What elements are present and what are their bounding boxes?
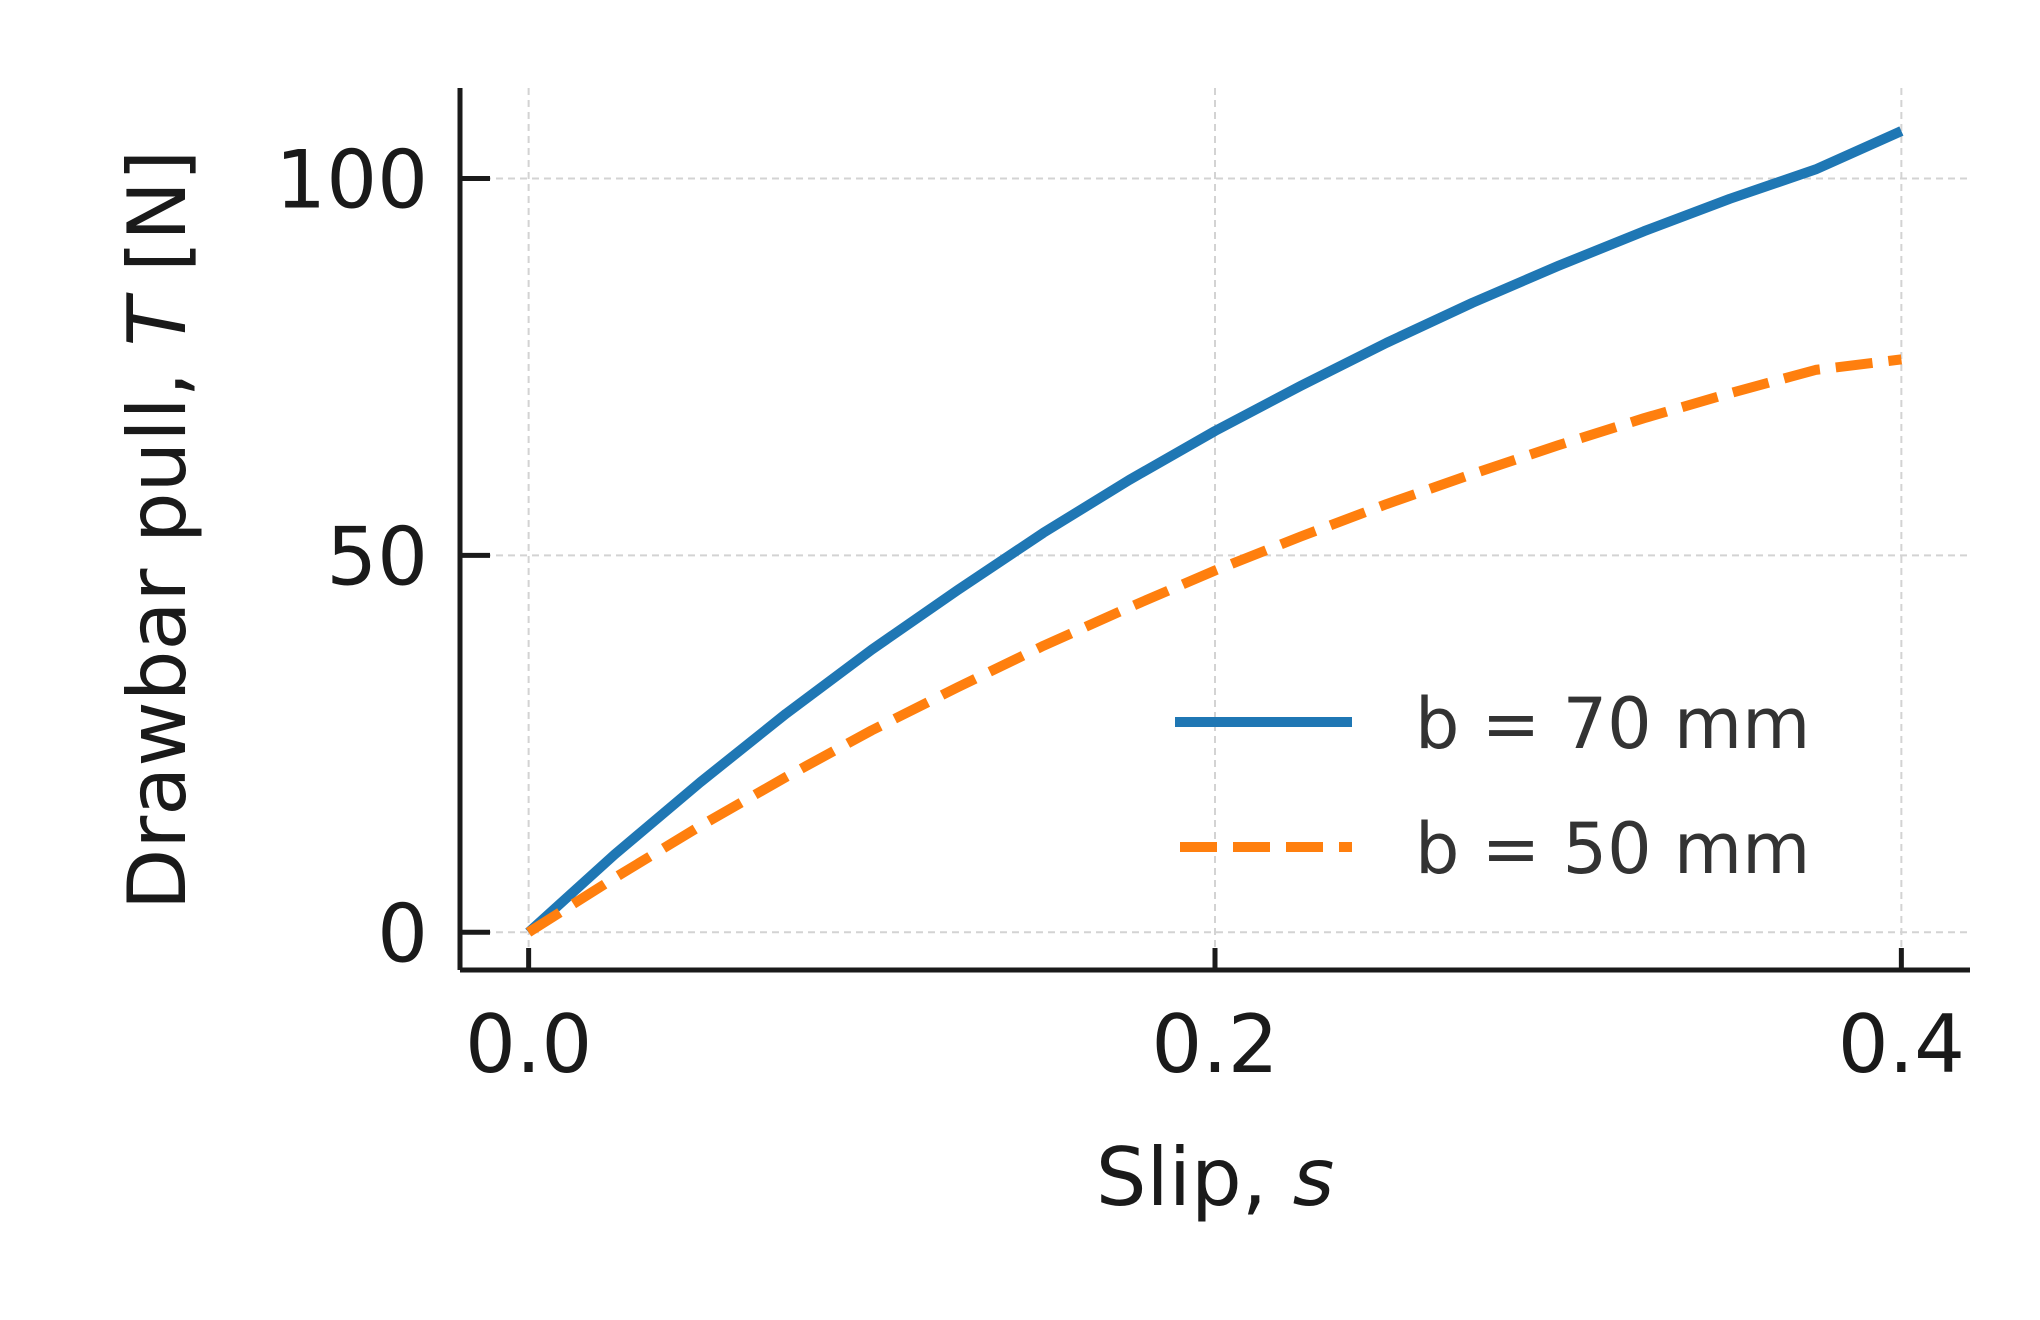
legend-label-b70: b = 70 mm: [1415, 683, 1810, 765]
y-tick-label: 0: [377, 887, 428, 980]
y-axis-label: Drawbar pull, T [N]: [111, 150, 204, 910]
x-tick-label: 0.0: [465, 998, 592, 1091]
legend: b = 70 mm b = 50 mm: [1175, 683, 1810, 890]
series: [525, 126, 1904, 937]
legend-label-b50: b = 50 mm: [1415, 808, 1810, 890]
series-line-b50: [525, 354, 1903, 937]
series-line-b70: [525, 126, 1904, 937]
x-axis-label: Slip, s: [1096, 1131, 1335, 1224]
x-tick-label: 0.4: [1838, 998, 1965, 1091]
grid: [460, 88, 1970, 970]
y-tick-label: 50: [326, 510, 428, 603]
ticks: 0.0 0.2 0.4 0 50 100: [275, 133, 1965, 1091]
y-tick-label: 100: [275, 133, 428, 226]
x-tick-label: 0.2: [1151, 998, 1278, 1091]
